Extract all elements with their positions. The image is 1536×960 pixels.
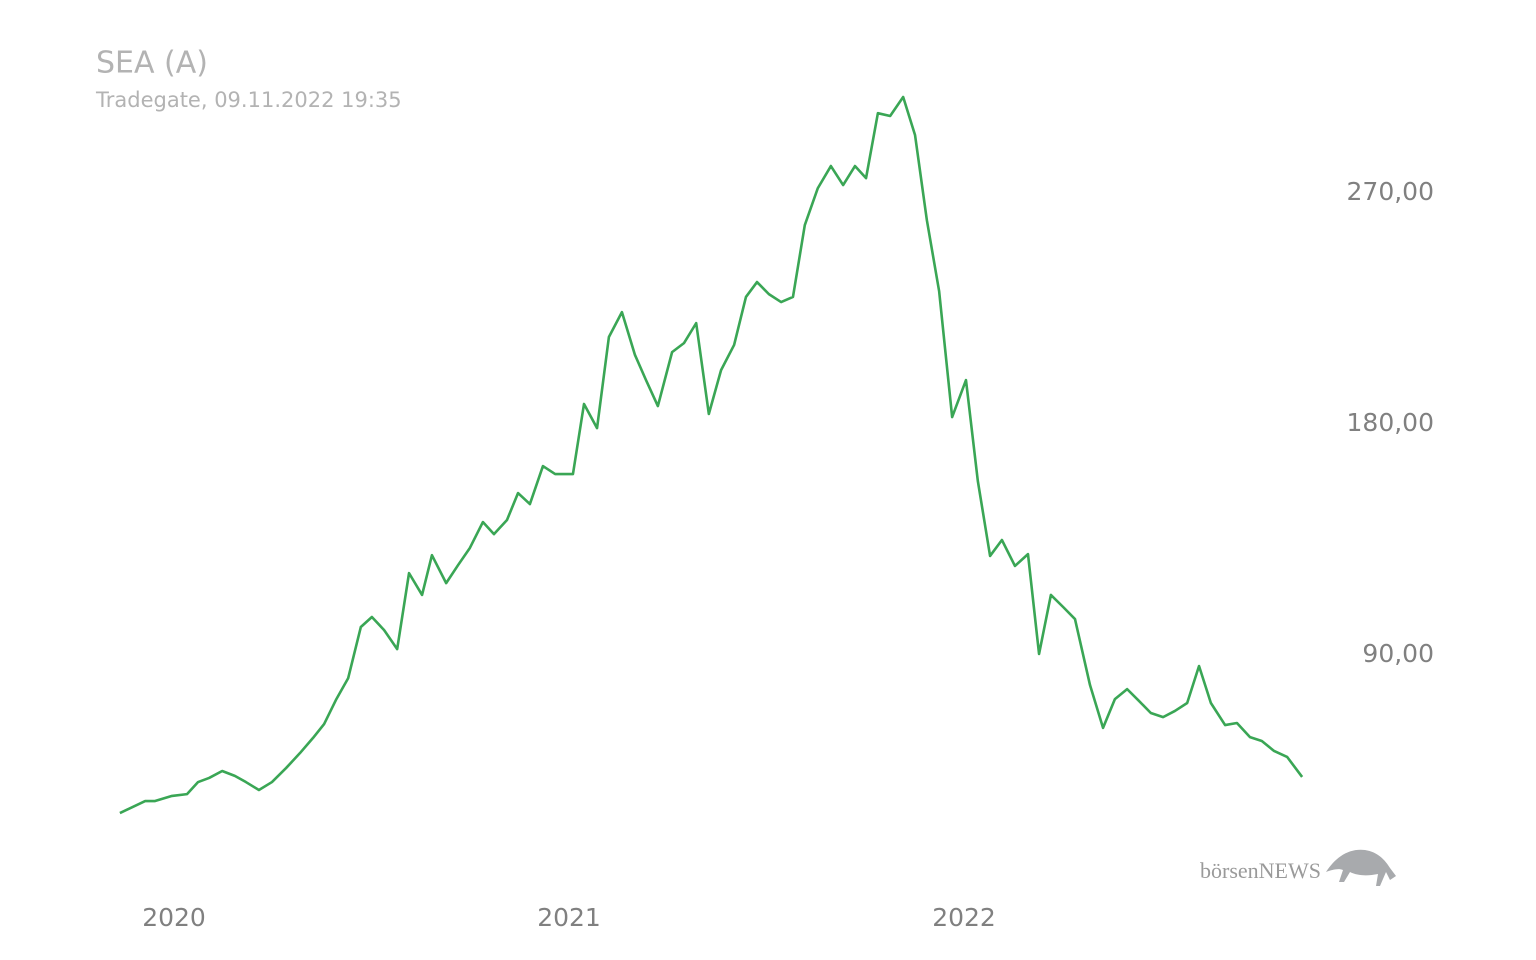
- x-tick-label: 2020: [142, 903, 206, 932]
- chart-title: SEA (A): [96, 46, 208, 81]
- y-tick-label: 90,00: [1362, 639, 1434, 668]
- watermark: börsenNEWS: [1200, 858, 1321, 883]
- y-tick-label: 180,00: [1347, 408, 1434, 437]
- price-line: [119, 95, 1304, 815]
- x-tick-label: 2022: [932, 903, 996, 932]
- x-tick-label: 2021: [537, 903, 601, 932]
- chart-subtitle: Tradegate, 09.11.2022 19:35: [95, 88, 402, 112]
- y-tick-label: 270,00: [1347, 177, 1434, 206]
- bull-logo: [1326, 849, 1396, 886]
